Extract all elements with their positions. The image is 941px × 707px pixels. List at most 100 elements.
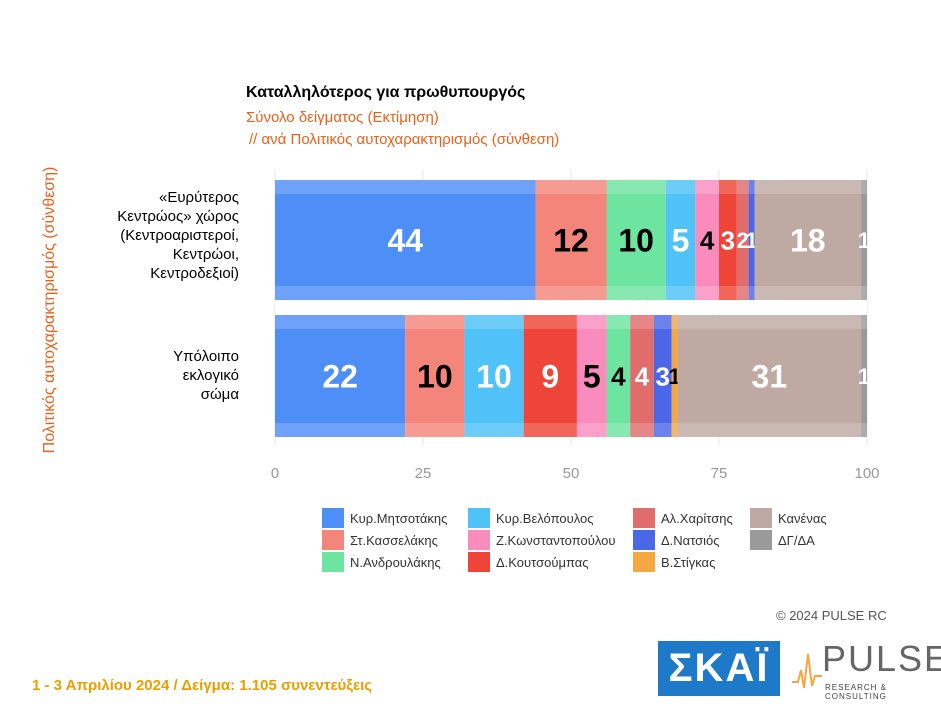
legend-swatch	[633, 530, 655, 550]
bar-highlight	[464, 315, 524, 329]
bar-highlight	[653, 423, 672, 437]
legend-item: Κυρ.Βελόπουλος	[468, 508, 594, 528]
legend-swatch	[322, 530, 344, 550]
bar-highlight	[671, 423, 678, 437]
data-label: 4	[611, 361, 626, 391]
legend-item: Στ.Κασσελάκης	[322, 530, 438, 550]
copyright: © 2024 PULSE RC	[776, 608, 887, 623]
data-label: 31	[752, 359, 788, 395]
bar-highlight	[523, 315, 577, 329]
legend-label: Αλ.Χαρίτσης	[661, 510, 733, 526]
bar-highlight	[405, 315, 465, 329]
bar-segment	[754, 180, 862, 300]
bar-segment	[665, 180, 696, 300]
category-label-line: (Κεντροαριστεροί,	[120, 227, 239, 244]
data-label: 1	[858, 364, 870, 389]
category-label-line: Κεντρώοι,	[172, 246, 239, 263]
bar-highlight	[736, 180, 749, 194]
pulse-logo: PULSE RESEARCH & CONSULTING	[792, 638, 941, 701]
bar-highlight	[677, 423, 862, 437]
legend-label: Δ.Κουτσούμπας	[496, 554, 589, 570]
bar-highlight	[535, 286, 607, 300]
bar-highlight	[275, 180, 536, 194]
legend-item: Ν.Ανδρουλάκης	[322, 552, 441, 572]
x-tick-label: 50	[563, 465, 580, 482]
legend-label: Δ.Νατσιός	[661, 532, 720, 548]
bar-highlight	[606, 180, 666, 194]
bar-highlight	[275, 286, 536, 300]
bar-highlight	[695, 180, 719, 194]
data-label: 10	[417, 359, 453, 395]
data-label: 2	[737, 228, 749, 253]
bar-highlight	[665, 286, 696, 300]
legend-label: Κυρ.Μητσοτάκης	[350, 510, 448, 526]
bar-segment	[748, 180, 755, 300]
bar-highlight	[748, 286, 755, 300]
data-label: 44	[387, 223, 423, 259]
category-label-line: σώμα	[200, 386, 239, 403]
bar-highlight	[736, 286, 749, 300]
bar-segment	[275, 315, 406, 437]
bar-highlight	[606, 315, 631, 329]
bar-highlight	[630, 423, 654, 437]
bar-segment	[677, 315, 862, 437]
bar-highlight	[861, 423, 867, 437]
bar-segment	[671, 315, 678, 437]
category-label-line: Κεντρώος» χώρος	[117, 208, 239, 225]
x-tick-label: 100	[854, 465, 879, 482]
category-label-line: Κεντροδεξιοί)	[150, 265, 239, 282]
category-label-line: Υπόλοιπο	[173, 348, 239, 365]
bar-highlight	[576, 423, 607, 437]
legend-label: Κυρ.Βελόπουλος	[496, 510, 594, 526]
bar-segment	[695, 180, 719, 300]
bar-segment	[523, 315, 577, 437]
legend-label: Ν.Ανδρουλάκης	[350, 554, 441, 570]
legend-swatch	[633, 508, 655, 528]
bar-segment	[653, 315, 672, 437]
chart-subtitle-breakdown: // ανά Πολιτικός αυτοχαρακτηρισμός (σύνθ…	[249, 131, 560, 148]
legend-label: Κανένας	[778, 510, 827, 526]
bar-highlight	[653, 315, 672, 329]
data-label: 22	[322, 359, 358, 395]
bar-highlight	[576, 315, 607, 329]
data-label: 5	[672, 223, 690, 259]
bar-segment	[576, 315, 607, 437]
legend-item: Δ.Νατσιός	[633, 530, 720, 550]
bar-segment	[405, 315, 465, 437]
category-label: Υπόλοιπο εκλογικό σώμα	[173, 347, 239, 404]
bar-highlight	[861, 286, 867, 300]
bar-highlight	[665, 180, 696, 194]
bar-segment	[535, 180, 607, 300]
legend-item: Ζ.Κωνσταντοπούλου	[468, 530, 615, 550]
bar-highlight	[754, 180, 862, 194]
bar-segment	[861, 180, 867, 300]
bar-highlight	[754, 286, 862, 300]
bar-segment	[861, 315, 867, 437]
legend-swatch	[468, 552, 490, 572]
bar-segment	[275, 180, 536, 300]
skai-logo: ΣΚΑΪ	[658, 641, 780, 696]
data-label: 12	[553, 223, 589, 259]
legend-item: ΔΓ/ΔΑ	[750, 530, 815, 550]
bar-highlight	[464, 423, 524, 437]
bar-highlight	[523, 423, 577, 437]
data-label: 18	[790, 223, 826, 259]
bar-highlight	[275, 423, 406, 437]
data-label: 10	[618, 223, 654, 259]
x-tick-label: 75	[711, 465, 728, 482]
data-label: 1	[858, 228, 870, 253]
legend-label: Στ.Κασσελάκης	[350, 532, 438, 548]
data-label: 9	[541, 359, 559, 395]
data-label: 4	[635, 361, 650, 391]
legend-item: Κυρ.Μητσοτάκης	[322, 508, 447, 528]
data-label: 4	[700, 225, 715, 255]
x-tick-label: 0	[271, 465, 279, 482]
legend-item: Δ.Κουτσούμπας	[468, 552, 589, 572]
bar-highlight	[405, 423, 465, 437]
bar-segment	[719, 180, 737, 300]
bar-gap	[275, 301, 867, 314]
bar-highlight	[719, 286, 737, 300]
legend-item: Β.Στίγκας	[633, 552, 715, 572]
legend-swatch	[468, 530, 490, 550]
